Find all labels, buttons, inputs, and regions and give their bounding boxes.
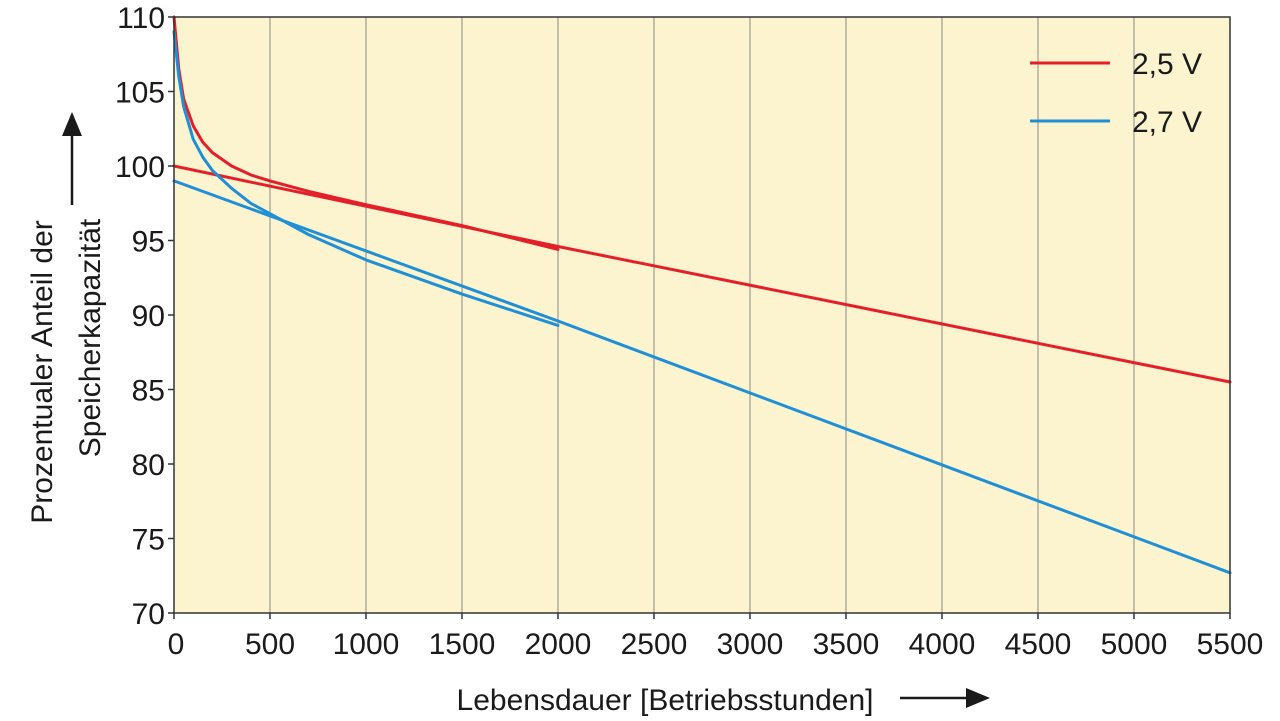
series-layer — [172, 15, 1232, 575]
x-tick-label: 4000 — [909, 628, 976, 661]
y-tick-label: 80 — [132, 449, 165, 482]
x-tick-label: 3000 — [717, 628, 784, 661]
y-axis-label-line1: Prozentualer Anteil der — [26, 220, 59, 524]
tick-labels: 0 500 1000 1500 2000 2500 3000 3500 4000 4500 5000… — [115, 2, 1263, 661]
series-2-line-2 — [172, 179, 1232, 575]
y-axis-arrow — [62, 112, 82, 205]
x-tick-label: 2000 — [525, 628, 592, 661]
y-tick-label: 70 — [132, 598, 165, 631]
series-1-line-2 — [172, 164, 1232, 384]
y-tick-label: 85 — [132, 375, 165, 408]
x-tick-label: 3500 — [813, 628, 880, 661]
y-axis-label-line2: Speicherkapazität — [74, 218, 107, 457]
x-tick-label: 2500 — [621, 628, 688, 661]
y-tick-label: 95 — [132, 226, 165, 259]
x-tick-label: 1000 — [333, 628, 400, 661]
legend-label-2: 2,7 V — [1132, 106, 1202, 139]
legend-label-1: 2,5 V — [1132, 48, 1202, 81]
grid-lines — [269, 17, 1135, 613]
x-tick-label: 0 — [168, 628, 185, 661]
x-tick-label: 1500 — [429, 628, 496, 661]
plot-area — [174, 17, 1230, 613]
x-axis-label: Lebensdauer [Betriebsstunden] — [457, 684, 874, 717]
y-tick-label: 90 — [132, 300, 165, 333]
series-2-line-1 — [172, 30, 560, 327]
y-tick-label: 105 — [115, 77, 165, 110]
y-tick-label: 110 — [117, 2, 165, 35]
x-tick-label: 5500 — [1197, 628, 1264, 661]
legend: 2,5 V 2,7 V — [1030, 48, 1202, 139]
x-tick-label: 4500 — [1005, 628, 1072, 661]
x-tick-label: 500 — [245, 628, 295, 661]
y-tick-label: 100 — [115, 151, 165, 184]
x-tick-label: 5000 — [1101, 628, 1168, 661]
y-tick-label: 75 — [132, 524, 165, 557]
x-axis-arrow — [900, 688, 990, 708]
